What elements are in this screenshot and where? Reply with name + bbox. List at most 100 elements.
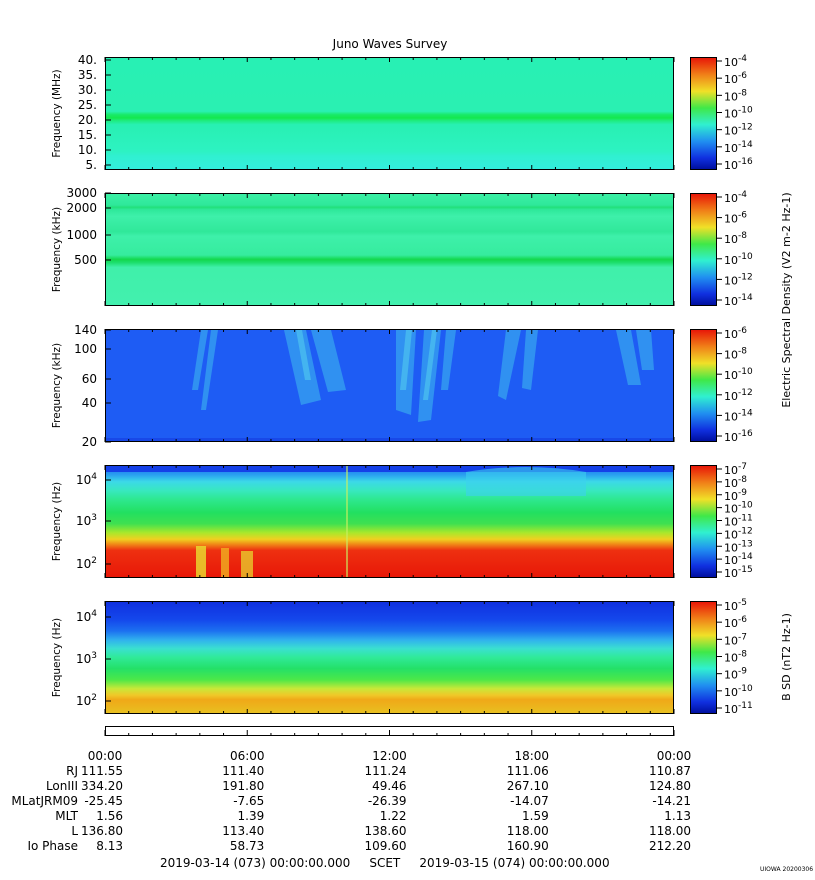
ephemeris-label: RJ [66, 764, 78, 778]
spectrogram-panel-hz-b [105, 601, 674, 714]
colorbar-tick-label: 10-12 [724, 123, 753, 138]
ephemeris-value: 1.13 [664, 809, 691, 823]
y-tick-label: 60 [82, 372, 97, 386]
colorbar-tick-label: 10-8 [724, 88, 747, 103]
colorbar-tick-label: 10-8 [724, 650, 747, 665]
ephemeris-value: 111.24 [365, 764, 407, 778]
y-tick-label: 40. [78, 53, 97, 67]
y-tick-label: 2000 [66, 201, 97, 215]
y-tick-label: 25. [78, 98, 97, 112]
colorbar-tick-label: 10-4 [724, 190, 747, 205]
y-tick-label: 104 [76, 472, 97, 487]
y-tick-label: 10. [78, 143, 97, 157]
ephemeris-value: 110.87 [649, 764, 691, 778]
colorbar-tick-label: 10-16 [724, 157, 753, 172]
scet-end: 2019-03-15 (074) 00:00:00.000 [419, 856, 610, 870]
x-tick-label: 06:00 [230, 749, 265, 763]
ephemeris-value: 124.80 [649, 779, 691, 793]
colorbar-tick-label: 10-4 [724, 54, 747, 69]
colorbar-tick-label: 10-7 [724, 462, 747, 477]
ephemeris-value: 111.40 [222, 764, 264, 778]
ephemeris-value: -7.65 [233, 794, 264, 808]
colorbar-tick-label: 10-10 [724, 252, 753, 267]
ephemeris-value: 334.20 [81, 779, 123, 793]
colorbar-tick-label: 10-11 [724, 701, 753, 716]
ephemeris-value: 160.90 [507, 839, 549, 853]
y-tick-label: 500 [74, 253, 97, 267]
y-tick-label: 30. [78, 83, 97, 97]
ephemeris-value: 191.80 [222, 779, 264, 793]
colorbar-tick-label: 10-9 [724, 667, 747, 682]
ephemeris-label: LonIII [46, 779, 78, 793]
ephemeris-label: Io Phase [27, 839, 78, 853]
y-tick-label: 20 [82, 435, 97, 449]
ephemeris-value: 118.00 [507, 824, 549, 838]
y-tick-label: 1000 [66, 228, 97, 242]
colorbar-tick-label: 10-6 [724, 615, 747, 630]
ephemeris-value: 138.60 [365, 824, 407, 838]
colorbar-tick-label: 10-6 [724, 71, 747, 86]
spectrogram-panel-mhz [105, 57, 674, 170]
x-tick-label: 00:00 [657, 749, 692, 763]
emission-streaks [106, 330, 673, 441]
colorbar-tick-label: 10-6 [724, 211, 747, 226]
x-tick-label: 12:00 [372, 749, 407, 763]
ephemeris-value: 212.20 [649, 839, 691, 853]
y-tick-label: 103 [76, 513, 97, 528]
ephemeris-value: -14.21 [652, 794, 691, 808]
ephemeris-value: 49.46 [372, 779, 406, 793]
ephemeris-value: -26.39 [368, 794, 407, 808]
colorbar-tick-label: 10-10 [724, 367, 753, 382]
ephemeris-value: 111.06 [507, 764, 549, 778]
y-tick-label: 15. [78, 128, 97, 142]
colorbar-1 [690, 57, 717, 170]
y-tick-label: 100 [74, 342, 97, 356]
colorbar-tick-label: 10-10 [724, 684, 753, 699]
x-tick-label: 18:00 [514, 749, 549, 763]
colorbar-tick-label: 10-8 [724, 347, 747, 362]
y-tick-label: 140 [74, 323, 97, 337]
colorbar-title-magnetic: B SD (nT2 Hz-1) [780, 613, 793, 701]
colorbar-tick-label: 10-5 [724, 598, 747, 613]
y-tick-label: 104 [76, 609, 97, 624]
colorbar-tick-label: 10-8 [724, 231, 747, 246]
colorbar-tick-label: 10-7 [724, 632, 747, 647]
ephemeris-value: 113.40 [222, 824, 264, 838]
ephemeris-label: MLatJRM09 [11, 794, 78, 808]
ephemeris-label: L [71, 824, 78, 838]
y-axis-label-1: Frequency (MHz) [51, 69, 63, 157]
ephemeris-value: 136.80 [81, 824, 123, 838]
ephemeris-value: 58.73 [230, 839, 264, 853]
colorbar-2 [690, 193, 717, 306]
y-tick-label: 35. [78, 68, 97, 82]
colorbar-tick-label: 10-14 [724, 140, 753, 155]
ephemeris-label: MLT [55, 809, 78, 823]
colorbar-tick-label: 10-15 [724, 565, 753, 580]
ephemeris-value: 1.39 [238, 809, 265, 823]
colorbar-tick-label: 10-8 [724, 475, 747, 490]
y-tick-label: 102 [76, 693, 97, 708]
scet-start: 2019-03-14 (073) 00:00:00.000 [160, 856, 351, 870]
colorbar-tick-label: 10-11 [724, 514, 753, 529]
spectrogram-panel-khz-high [105, 193, 674, 306]
ephemeris-value: 118.00 [649, 824, 691, 838]
ephemeris-value: 1.59 [522, 809, 549, 823]
colorbar-tick-label: 10-14 [724, 552, 753, 567]
colorbar-tick-label: 10-10 [724, 501, 753, 516]
ephemeris-value: 1.56 [96, 809, 123, 823]
spectrogram-panel-hz-e [105, 465, 674, 578]
y-tick-label: 3000 [66, 186, 97, 200]
colorbar-tick-label: 10-14 [724, 293, 753, 308]
y-tick-label: 40 [82, 396, 97, 410]
colorbar-tick-label: 10-10 [724, 106, 753, 121]
colorbar-tick-label: 10-6 [724, 326, 747, 341]
ephemeris-value: -25.45 [84, 794, 123, 808]
y-axis-label-4: Frequency (Hz) [51, 482, 63, 561]
ephemeris-value: 267.10 [507, 779, 549, 793]
colorbar-tick-label: 10-12 [724, 272, 753, 287]
y-axis-label-3: Frequency (kHz) [51, 343, 63, 428]
x-tick-label: 00:00 [88, 749, 123, 763]
colorbar-tick-label: 10-9 [724, 488, 747, 503]
y-axis-label-5: Frequency (Hz) [51, 618, 63, 697]
